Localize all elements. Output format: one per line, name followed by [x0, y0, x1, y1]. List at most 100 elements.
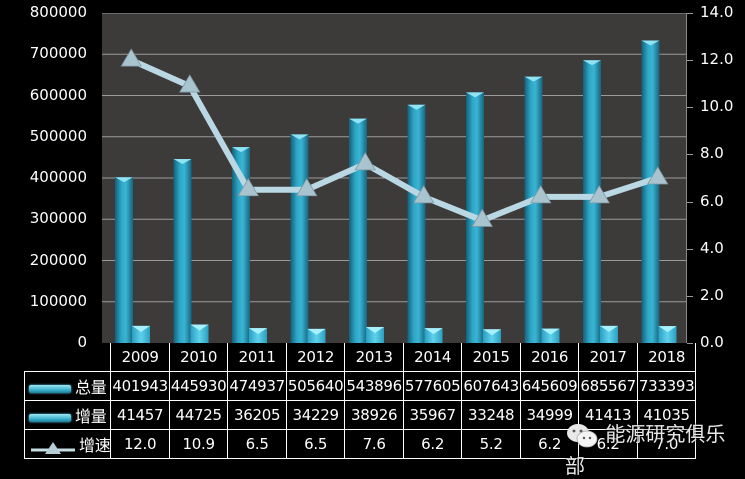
bar-total [173, 159, 192, 343]
y2-tick-mark [687, 295, 693, 297]
bar-legend-swatch-icon [29, 413, 71, 422]
table-cell: 35967 [402, 400, 463, 430]
triangle-marker [120, 48, 142, 67]
table-cell: 6.2 [402, 429, 463, 459]
y-tick-label: 400000 [29, 168, 87, 186]
watermark: 能源研究俱乐部 [565, 418, 745, 479]
bar-increment [658, 326, 677, 343]
bar-increment [366, 326, 384, 343]
table-cell: 543896 [344, 371, 404, 401]
y2-tick-mark [687, 343, 693, 344]
category-label: 2015 [461, 343, 521, 372]
triangle-marker [588, 185, 610, 204]
line-triangle-legend-icon [29, 440, 77, 454]
category-label: 2013 [344, 343, 404, 372]
category-label: 2010 [168, 343, 229, 372]
table-cell: 44725 [168, 400, 229, 430]
bar-cap [466, 92, 484, 98]
category-label: 2014 [402, 343, 463, 372]
category-label: 2011 [227, 343, 287, 372]
bar-cap [583, 60, 601, 66]
bar-legend-swatch-icon [29, 384, 71, 393]
bar-increment [600, 325, 618, 343]
bar-cap [366, 326, 384, 333]
y2-tick-label: 2.0 [700, 285, 724, 304]
bar-cap [541, 328, 560, 335]
table-cell: 7.6 [344, 429, 404, 459]
table-corner [24, 343, 112, 372]
bar-cap [115, 177, 133, 183]
y2-tick-mark [687, 154, 693, 156]
bar-increment [249, 328, 267, 343]
data-table: 2009 2010 2011 2012 2013 2014 2015 2016 2017 2018… [23, 343, 697, 459]
wechat-icon [565, 422, 605, 447]
y2-tick-mark [687, 248, 693, 250]
triangle-marker [471, 208, 493, 227]
triangle-marker [179, 74, 201, 93]
bar-increment [190, 324, 209, 343]
triangle-marker [530, 185, 552, 204]
y-tick-label: 800000 [29, 3, 87, 21]
table-cell: 401943 [110, 371, 170, 401]
y-tick-label: 500000 [29, 126, 87, 145]
legend-label: 增速 [79, 436, 111, 455]
table-row: 总量 401943 445930 474937 505640 543896 577605 60… [23, 371, 697, 401]
table-cell: 38926 [344, 400, 404, 430]
category-label: 2018 [636, 343, 697, 372]
table-header-row: 2009 2010 2011 2012 2013 2014 2015 2016 2017 2018 [24, 343, 697, 372]
bar-total [407, 104, 426, 343]
table-cell: 6.5 [227, 429, 287, 459]
table-cell: 41457 [110, 400, 170, 430]
triangle-marker [296, 177, 318, 197]
table-cell: 577605 [402, 371, 463, 401]
bar-cap [600, 325, 618, 332]
table-row: 增量 41457 44725 36205 34229 38926 35967 33248 349… [23, 400, 697, 430]
bar-cap [407, 104, 426, 110]
y-tick-label: 600000 [29, 85, 87, 104]
triangle-marker [413, 185, 435, 204]
bar-total [349, 118, 367, 343]
bar-cap [290, 134, 309, 140]
y2-tick-label: 10.0 [700, 97, 734, 116]
y2-tick-label: 12.0 [700, 50, 734, 69]
table-cell: 36205 [227, 400, 287, 430]
y2-tick-label: 14.0 [700, 3, 734, 21]
y2-tick-mark [687, 60, 693, 62]
bar-total [290, 134, 309, 343]
bar-increment [541, 328, 560, 343]
chart: 2009 2010 2011 2012 2013 2014 2015 2016 2017 2018… [23, 3, 734, 478]
bar-increment [132, 325, 150, 343]
bar-cap [232, 147, 250, 153]
legend-cell: 总量 [23, 371, 112, 401]
bar-cap [349, 118, 367, 124]
legend-cell: 增速 [23, 429, 112, 459]
y-tick-label: 200000 [29, 250, 87, 269]
bar-cap [658, 326, 677, 333]
bar-increment [483, 329, 501, 343]
table-cell: 12.0 [110, 429, 170, 459]
table-cell: 6.5 [285, 429, 346, 459]
category-label: 2009 [110, 343, 170, 372]
table-cell: 607643 [461, 371, 521, 401]
growth-line [130, 57, 659, 224]
plot-svg [102, 12, 687, 344]
y2-tick-mark [687, 107, 693, 109]
triangle-marker [354, 152, 376, 171]
table-cell: 10.9 [168, 429, 229, 459]
bar-cap [483, 329, 501, 336]
legend-label: 增量 [75, 407, 107, 426]
category-label: 2012 [285, 343, 346, 372]
bar-total [641, 40, 660, 343]
bar-total [115, 177, 133, 343]
plot-area [102, 12, 687, 344]
table-cell: 685567 [578, 371, 638, 401]
bar-cap [524, 76, 543, 82]
table-cell: 34999 [519, 400, 580, 430]
y-tick-label: 300000 [29, 209, 87, 228]
bar-increment [424, 328, 443, 343]
bar-cap [641, 40, 660, 46]
category-label: 2017 [578, 343, 638, 372]
bar-cap [249, 328, 267, 335]
y2-tick-mark [687, 201, 693, 203]
table-cell: 645609 [519, 371, 580, 401]
